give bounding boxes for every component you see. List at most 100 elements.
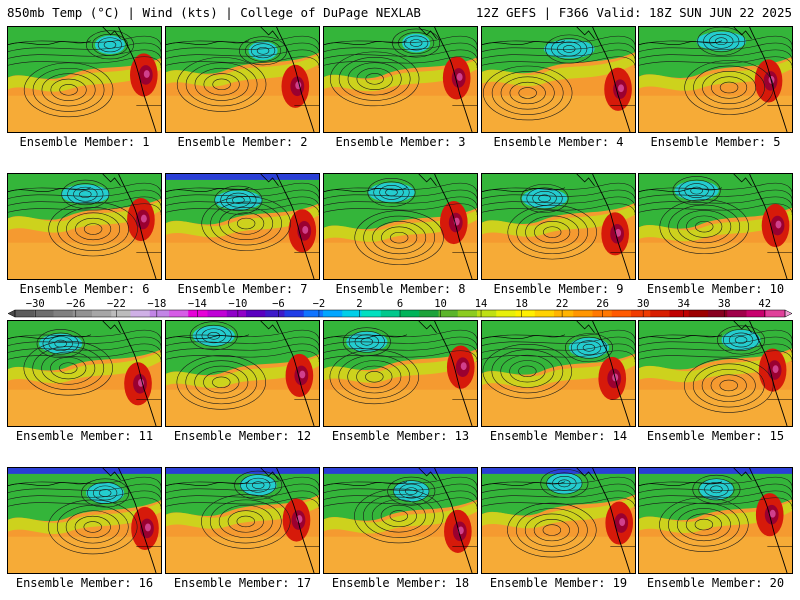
ensemble-member-label: Ensemble Member: 9 bbox=[493, 282, 624, 296]
ensemble-member-label: Ensemble Member: 2 bbox=[177, 135, 308, 149]
colorbar-swatch bbox=[342, 310, 362, 317]
ensemble-map-panel bbox=[323, 320, 478, 427]
colorbar-tick-label: 30 bbox=[637, 298, 650, 310]
colorbar-swatch bbox=[669, 310, 690, 317]
colorbar-swatch bbox=[226, 310, 247, 317]
ensemble-member-label: Ensemble Member: 19 bbox=[489, 576, 628, 590]
ensemble-member-label: Ensemble Member: 14 bbox=[489, 429, 628, 443]
colorbar-tick-label: −26 bbox=[66, 298, 85, 310]
ensemble-map-panel bbox=[323, 173, 478, 280]
colorbar-swatch bbox=[72, 310, 93, 317]
colorbar-tick-label: 26 bbox=[596, 298, 609, 310]
colorbar-swatch bbox=[650, 310, 670, 317]
colorbar-tick-label: 42 bbox=[758, 298, 771, 310]
colorbar-swatch bbox=[361, 310, 382, 317]
colorbar-swatch bbox=[631, 310, 651, 317]
colorbar-tick-label: −10 bbox=[228, 298, 247, 310]
colorbar-tick-label: 34 bbox=[677, 298, 690, 310]
colorbar-swatch bbox=[496, 310, 516, 317]
ensemble-member-label: Ensemble Member: 7 bbox=[177, 282, 308, 296]
ensemble-map-panel bbox=[481, 467, 636, 574]
colorbar-high-arrow bbox=[784, 309, 792, 318]
colorbar-tick-label: −22 bbox=[107, 298, 126, 310]
colorbar-tick-label: 22 bbox=[556, 298, 569, 310]
colorbar-tick-label: 6 bbox=[397, 298, 403, 310]
ensemble-member-label: Ensemble Member: 3 bbox=[335, 135, 466, 149]
colorbar-swatch bbox=[303, 310, 324, 317]
ensemble-member-label: Ensemble Member: 5 bbox=[650, 135, 781, 149]
colorbar-swatch bbox=[534, 310, 555, 317]
colorbar-swatch bbox=[746, 310, 767, 317]
colorbar-tick-label: 10 bbox=[434, 298, 447, 310]
colorbar-swatch bbox=[592, 310, 613, 317]
colorbar-tick-label: 18 bbox=[515, 298, 528, 310]
colorbar-swatch bbox=[34, 310, 54, 317]
colorbar-swatch bbox=[111, 310, 131, 317]
colorbar-svg: −30 −26 −22 −18 −14 −10 −6 −2 2 6 10 14 18 22 26 30 34 38… bbox=[8, 298, 792, 318]
ensemble-map-panel bbox=[165, 467, 320, 574]
colorbar-swatch bbox=[611, 310, 632, 317]
run-valid-time: 12Z GEFS | F366 Valid: 18Z SUN JUN 22 20… bbox=[475, 5, 792, 20]
ensemble-map-panel bbox=[481, 320, 636, 427]
colorbar-tick-label: 2 bbox=[356, 298, 362, 310]
ensemble-member-label: Ensemble Member: 11 bbox=[15, 429, 154, 443]
ensemble-member-label: Ensemble Member: 1 bbox=[19, 135, 150, 149]
ensemble-map-panel bbox=[7, 320, 162, 427]
colorbar-swatch bbox=[477, 310, 497, 317]
colorbar-tick-label: −2 bbox=[313, 298, 326, 310]
colorbar-swatch bbox=[284, 310, 305, 317]
colorbar-swatch bbox=[400, 310, 420, 317]
colorbar-swatch bbox=[765, 310, 786, 317]
colorbar-swatch bbox=[438, 310, 459, 317]
ensemble-map-panel bbox=[7, 467, 162, 574]
colorbar-low-arrow bbox=[8, 309, 16, 318]
colorbar-tick-label: −6 bbox=[272, 298, 285, 310]
ensemble-map-panel bbox=[481, 26, 636, 133]
ensemble-member-label: Ensemble Member: 8 bbox=[335, 282, 466, 296]
colorbar-tick-label: −14 bbox=[188, 298, 207, 310]
ensemble-map-panel bbox=[323, 467, 478, 574]
colorbar-swatch bbox=[53, 310, 74, 317]
ensemble-member-label: Ensemble Member: 16 bbox=[15, 576, 154, 590]
colorbar-swatch bbox=[688, 310, 709, 317]
colorbar-swatch bbox=[380, 310, 401, 317]
ensemble-member-label: Ensemble Member: 12 bbox=[173, 429, 312, 443]
ensemble-map-panel bbox=[165, 173, 320, 280]
colorbar-swatch bbox=[169, 310, 189, 317]
temperature-colorbar: −30 −26 −22 −18 −14 −10 −6 −2 2 6 10 14 18 22 26 30 34 38… bbox=[8, 298, 792, 320]
ensemble-map-panel bbox=[7, 173, 162, 280]
colorbar-tick-label: −18 bbox=[147, 298, 166, 310]
ensemble-member-label: Ensemble Member: 18 bbox=[331, 576, 470, 590]
ensemble-member-label: Ensemble Member: 17 bbox=[173, 576, 312, 590]
colorbar-swatch bbox=[15, 310, 35, 317]
ensemble-map-panel bbox=[481, 173, 636, 280]
colorbar-tick-label: 38 bbox=[718, 298, 731, 310]
chart-title: 850mb Temp (°C) | Wind (kts) | College o… bbox=[7, 5, 421, 20]
ensemble-map-panel bbox=[7, 26, 162, 133]
ensemble-map-panel bbox=[638, 320, 793, 427]
ensemble-member-label: Ensemble Member: 20 bbox=[646, 576, 785, 590]
colorbar-swatch bbox=[515, 310, 536, 317]
colorbar-swatch bbox=[573, 310, 593, 317]
colorbar-swatch bbox=[246, 310, 266, 317]
colorbar-swatch bbox=[419, 310, 439, 317]
colorbar-tick-label: −30 bbox=[26, 298, 45, 310]
colorbar-swatch bbox=[188, 310, 208, 317]
colorbar-tick-label: 14 bbox=[475, 298, 488, 310]
ensemble-map-panel bbox=[165, 320, 320, 427]
colorbar-swatch bbox=[727, 310, 747, 317]
colorbar-swatch bbox=[457, 310, 478, 317]
ensemble-map-panel bbox=[638, 26, 793, 133]
ensemble-member-label: Ensemble Member: 13 bbox=[331, 429, 470, 443]
ensemble-member-label: Ensemble Member: 15 bbox=[646, 429, 785, 443]
ensemble-member-label: Ensemble Member: 6 bbox=[19, 282, 150, 296]
ensemble-member-label: Ensemble Member: 4 bbox=[493, 135, 624, 149]
ensemble-map-panel bbox=[638, 173, 793, 280]
ensemble-map-panel bbox=[638, 467, 793, 574]
colorbar-swatch bbox=[149, 310, 170, 317]
colorbar-swatch bbox=[554, 310, 574, 317]
colorbar-swatch bbox=[92, 310, 112, 317]
ensemble-map-panel bbox=[165, 26, 320, 133]
colorbar-swatch bbox=[130, 310, 151, 317]
colorbar-swatch bbox=[323, 310, 343, 317]
